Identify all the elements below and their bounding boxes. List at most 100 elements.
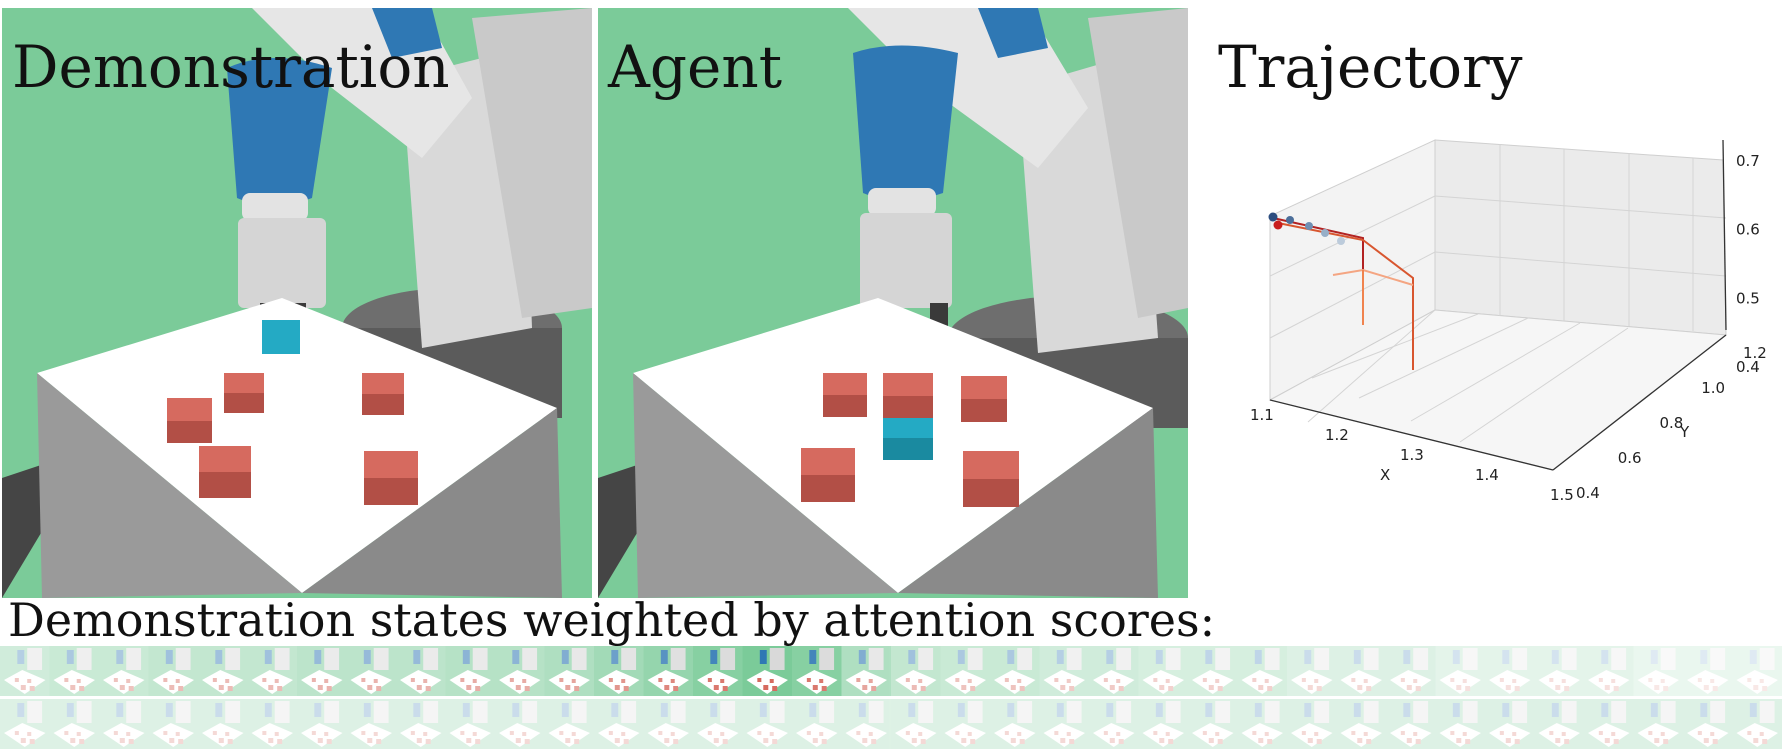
attention-frame [346,646,396,696]
attention-frame [49,646,99,696]
attention-frame [1683,646,1733,696]
attention-frame [1683,699,1733,749]
trajectory-point [1273,220,1283,230]
attention-frame [1237,699,1287,749]
attention-frame [643,699,693,749]
attention-frame [247,646,297,696]
red-cube [362,373,404,415]
attention-frame [1336,646,1386,696]
trajectory-title: Trajectory [1218,33,1523,101]
attention-frame [1485,699,1535,749]
robot-forearm [227,58,332,206]
red-cube [961,376,1007,422]
table-side-left [37,373,302,598]
axes [1269,139,1727,471]
attention-frame [990,646,1040,696]
z-tick-label: 0.4 [1736,358,1760,376]
robot-column [472,8,592,318]
attention-frame [1584,646,1634,696]
attention-caption: Demonstration states weighted by attenti… [8,593,1216,647]
agent-title: Agent [608,33,782,101]
pane-back [1434,139,1727,336]
attention-frame [198,646,248,696]
attention-frame [742,699,792,749]
robot-column [1088,8,1188,318]
attention-frame [346,699,396,749]
attention-frame [544,646,594,696]
y-tick-label: 0.8 [1660,414,1684,432]
y-tick-labels: 0.4 0.6 0.8 1.0 1.2 [1576,344,1767,502]
attention-frame [1732,699,1782,749]
attention-frame [742,646,792,696]
attention-frame [1237,646,1287,696]
z-tick-label: 0.6 [1736,221,1760,239]
attention-frame [99,646,149,696]
attention-frame [594,646,644,696]
attention-frame [1188,699,1238,749]
attention-frame [148,699,198,749]
red-cube [167,398,212,443]
attention-frame [1287,699,1337,749]
attention-frame [1336,699,1386,749]
red-cube [963,451,1019,507]
attention-frame [297,646,347,696]
attention-frame [841,699,891,749]
robot-arm-joint [978,8,1048,58]
attention-frame [1188,646,1238,696]
trajectory-point [1337,237,1345,245]
x-tick-label: 1.1 [1250,406,1274,424]
trajectory-points [1268,212,1345,245]
attention-frame [990,699,1040,749]
robot-arm-joint [372,8,442,58]
attention-frame [1435,699,1485,749]
attention-frame [1732,646,1782,696]
attention-frame [544,699,594,749]
y-tick-label: 0.4 [1576,484,1600,502]
attention-frame [792,699,842,749]
x-tick-label: 1.2 [1325,426,1349,444]
attention-frame [99,699,149,749]
y-axis [1552,334,1727,471]
x-tick-label: 1.5 [1550,486,1574,504]
attention-frame [445,699,495,749]
attention-frame [1287,646,1337,696]
red-cube [224,373,264,413]
trajectory-lines [1272,217,1414,370]
attention-frame [1386,699,1436,749]
x-tick-label: 1.3 [1400,446,1424,464]
trajectory-plot: 1.1 1.2 1.3 1.4 1.5 0.40.60.81.01.2 0.40.50.… [1250,139,1767,504]
attention-frame [396,699,446,749]
held-cube [262,320,300,354]
demonstration-scene [2,8,592,598]
attention-frame [396,646,446,696]
attention-frame [1089,646,1139,696]
x-tick-label: 1.4 [1475,466,1499,484]
attention-frame [1039,646,1089,696]
attention-frame [792,646,842,696]
attention-frame [297,699,347,749]
robot-wrist [242,193,308,221]
attention-frame [0,699,50,749]
red-cube [801,448,855,502]
attention-frame [891,646,941,696]
z-tick-labels: 0.4 0.5 0.6 0.7 [1736,152,1760,376]
attention-frame [1584,699,1634,749]
table-side-right [302,408,562,598]
attention-frame [643,646,693,696]
attention-frame [940,646,990,696]
z-axis [1722,139,1727,331]
attention-frame [247,699,297,749]
attention-frame [1485,646,1535,696]
attention-frame [1138,699,1188,749]
robot-gripper [238,218,326,308]
red-cube [364,451,418,505]
x-axis [1269,399,1554,471]
y-axis-label: Y [1679,423,1690,441]
attention-frame [198,699,248,749]
y-tick-label: 1.2 [1743,344,1767,362]
attention-frame [1138,646,1188,696]
robot-wrist [868,188,936,216]
attention-frame [148,646,198,696]
stacked-cube-red [883,373,933,418]
plot-pane [1268,139,1728,471]
